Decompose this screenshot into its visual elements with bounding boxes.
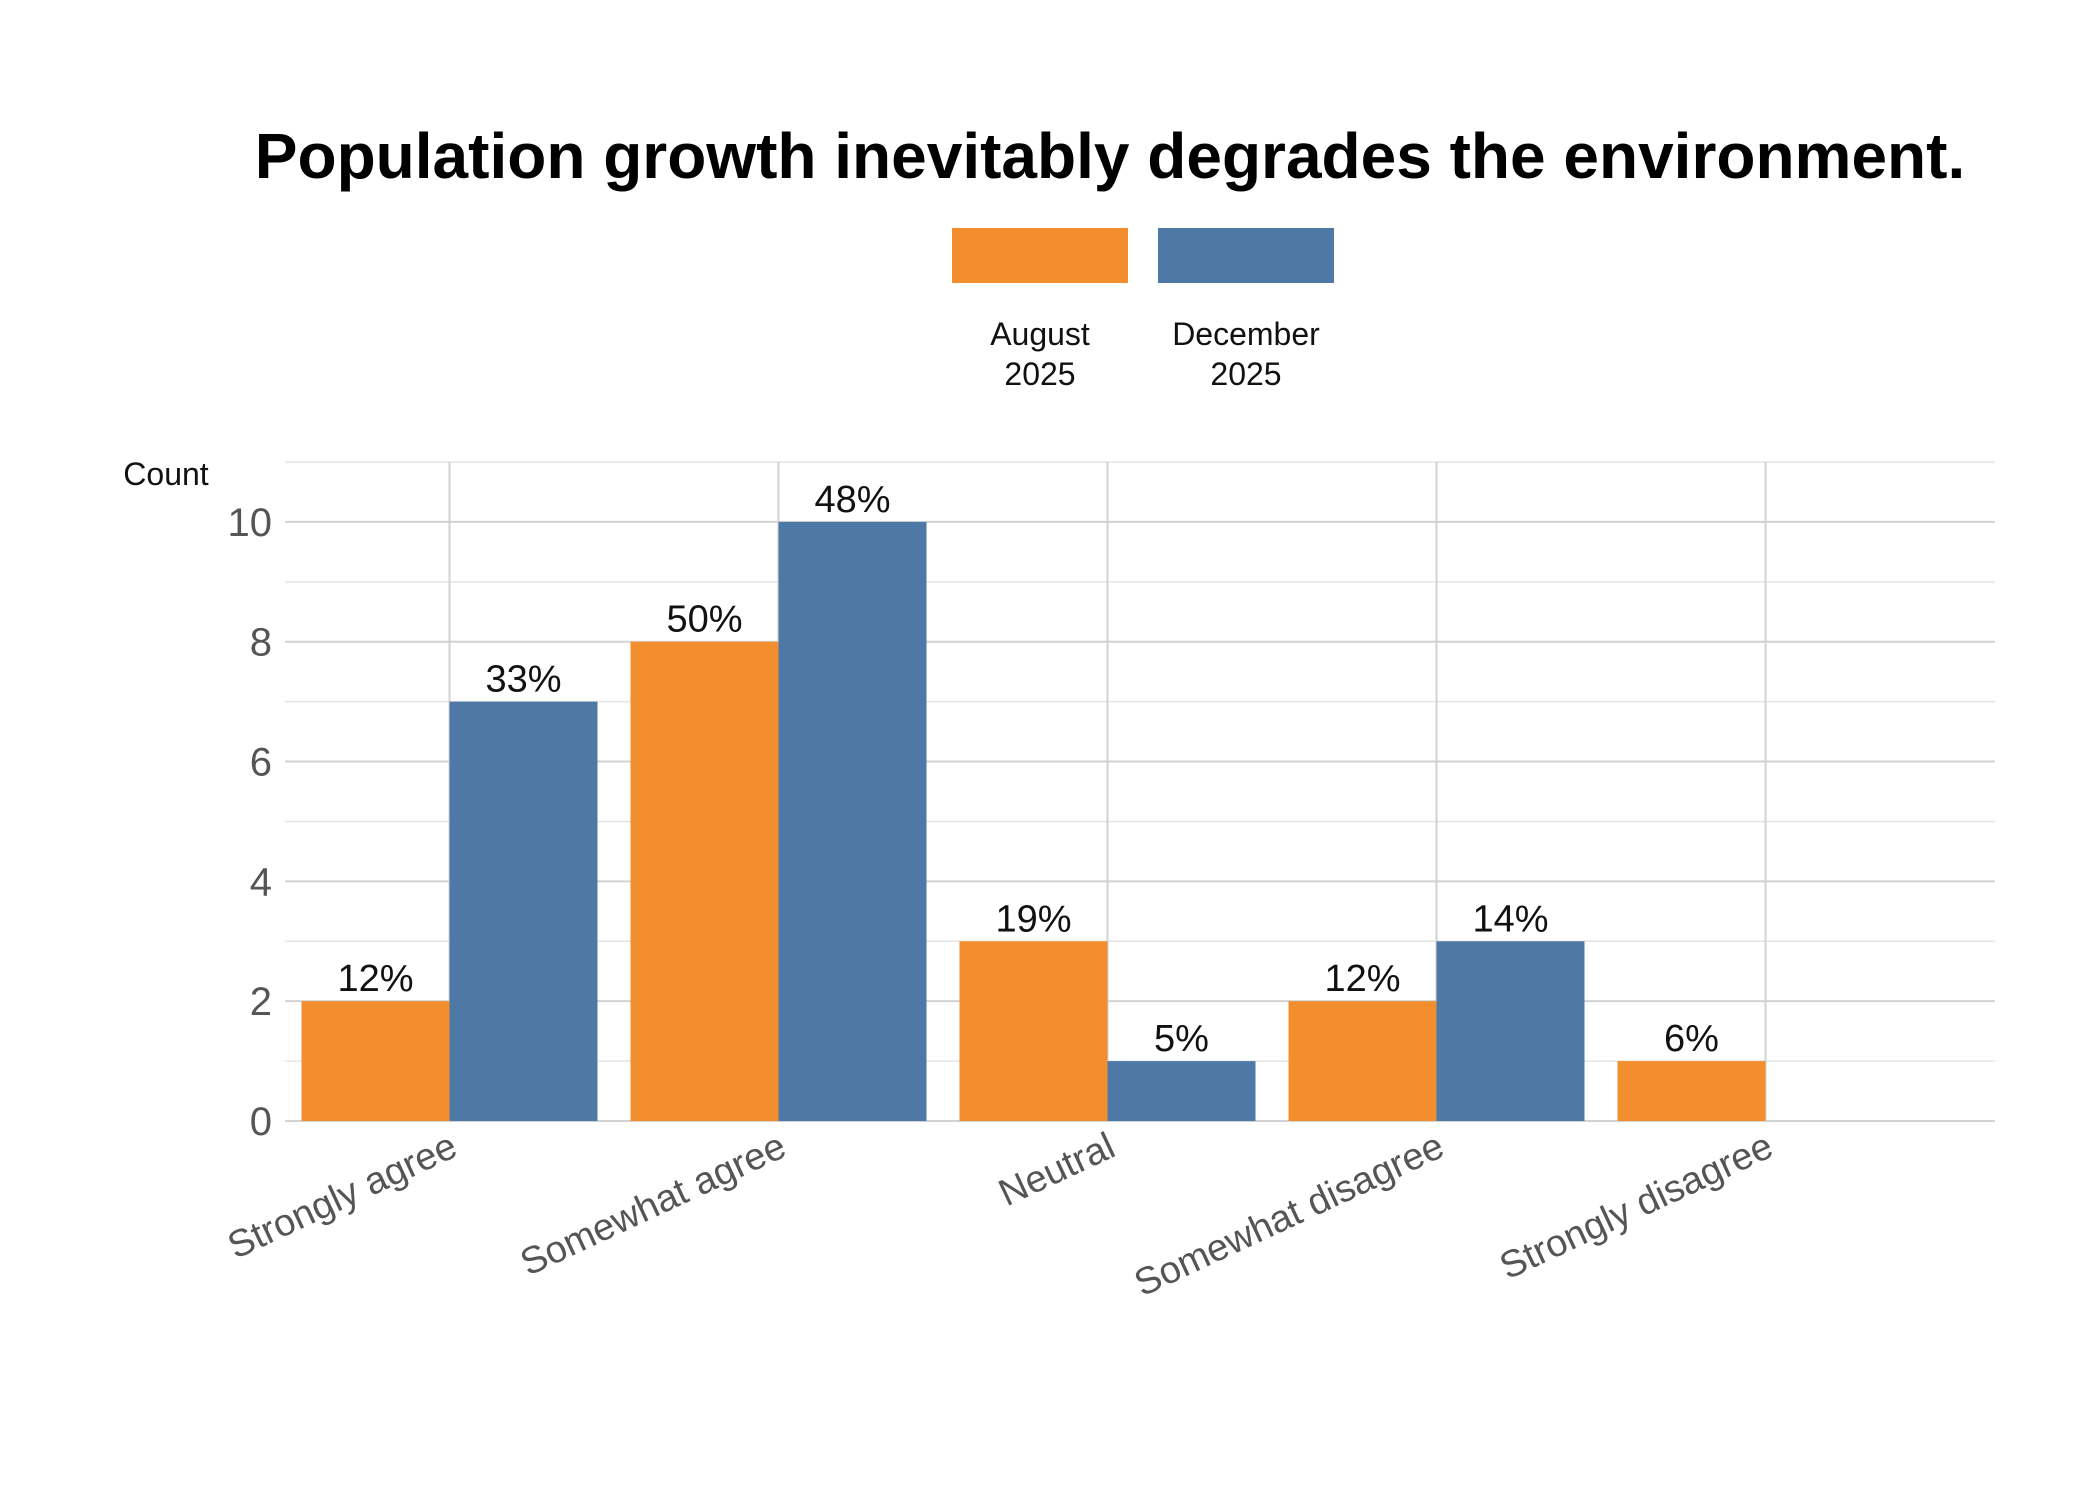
data-label: 19%	[995, 898, 1071, 940]
chart-title: Population growth inevitably degrades th…	[255, 120, 1965, 192]
legend-swatch	[1158, 228, 1334, 283]
x-tick-label: Strongly agree	[222, 1125, 464, 1268]
bar-december-2	[1107, 1061, 1256, 1121]
data-labels: 12% 50% 19% 12% 6% 33% 48% 5% 14%	[337, 479, 1718, 1060]
bar-august-0	[301, 1001, 450, 1121]
y-tick-label: 0	[250, 1100, 272, 1144]
bar-august-4	[1617, 1061, 1766, 1121]
data-label: 6%	[1664, 1018, 1719, 1060]
bar-august-1	[630, 641, 779, 1121]
data-label: 5%	[1154, 1018, 1209, 1060]
data-label: 33%	[485, 659, 561, 701]
bar-december-3	[1436, 941, 1585, 1121]
legend-swatch	[952, 228, 1128, 283]
y-tick-label: 4	[250, 860, 272, 904]
y-axis-label: Count	[123, 456, 209, 492]
data-label: 12%	[337, 958, 413, 1000]
y-tick-label: 10	[228, 501, 273, 545]
y-tick-label: 6	[250, 741, 272, 785]
x-tick-label: Somewhat agree	[514, 1125, 792, 1284]
y-tick-label: 8	[250, 621, 272, 665]
x-tick-label: Strongly disagree	[1494, 1125, 1780, 1288]
legend: August 2025 December 2025	[952, 228, 1334, 392]
x-tick-label: Somewhat disagree	[1128, 1125, 1450, 1305]
data-label: 50%	[666, 599, 742, 641]
legend-label: August 2025	[990, 316, 1090, 392]
bar-december-0	[449, 701, 598, 1121]
bar-august-3	[1288, 1001, 1437, 1121]
legend-label: December 2025	[1172, 316, 1320, 392]
data-label: 14%	[1472, 898, 1548, 940]
bars	[301, 521, 1766, 1121]
y-tick-label: 2	[250, 980, 272, 1024]
bar-december-1	[778, 521, 927, 1121]
x-tick-label: Neutral	[993, 1125, 1122, 1215]
data-label: 12%	[1324, 958, 1400, 1000]
data-label: 48%	[814, 479, 890, 521]
bar-august-2	[959, 941, 1108, 1121]
